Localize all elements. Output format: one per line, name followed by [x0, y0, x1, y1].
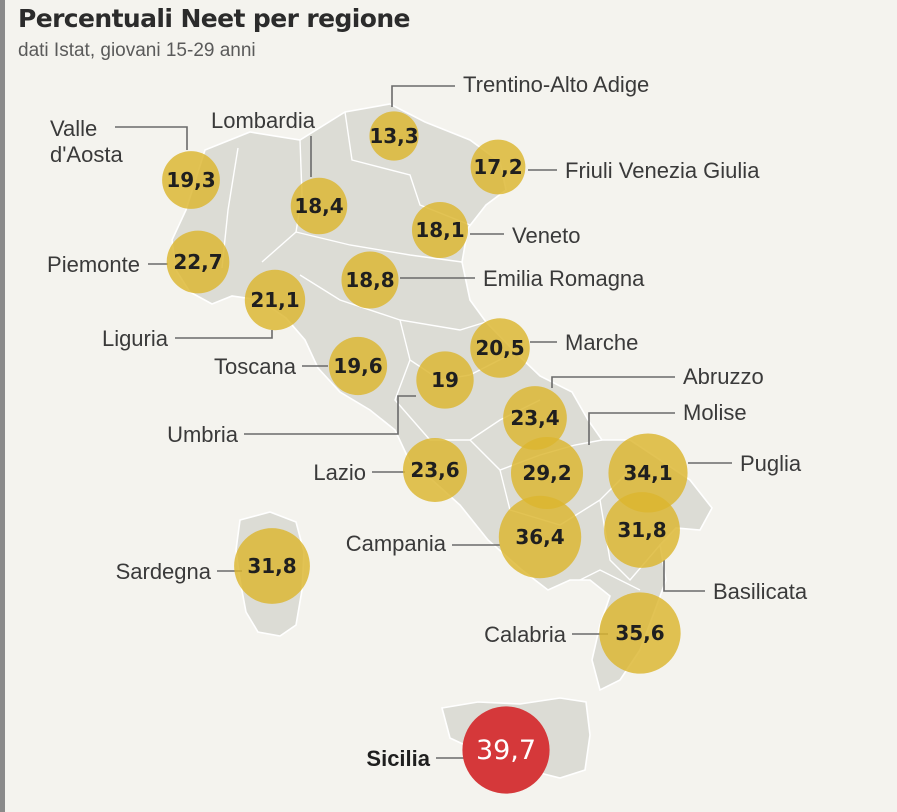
value-label-molise: 29,2: [522, 461, 571, 485]
leader-line-basilicata: [663, 560, 705, 592]
value-label-marche: 20,5: [475, 336, 524, 360]
bubble-friuli-venezia-giulia: [470, 139, 526, 195]
value-label-emilia-romagna: 18,8: [345, 268, 394, 292]
leader-line-abruzzo: [551, 376, 675, 388]
region-label-puglia: Puglia: [740, 451, 802, 476]
bubble-liguria: [244, 269, 306, 331]
bubble-sicilia: [462, 706, 550, 794]
region-label-layer: Valle d'Aosta Lombardia Trentino-Alto Adige…: [47, 72, 808, 771]
region-label-liguria: Liguria: [102, 326, 169, 351]
bubble-campania: [498, 495, 582, 579]
bubble-sardegna: [234, 528, 310, 604]
leader-lines: [115, 85, 732, 759]
value-label-valle-d-aosta: 19,3: [166, 168, 215, 192]
leader-line-liguria: [175, 330, 273, 339]
leader-line-valle-d-aosta: [115, 126, 188, 150]
value-label-puglia: 34,1: [623, 461, 672, 485]
region-label-sicilia: Sicilia: [366, 746, 430, 771]
value-label-sardegna: 31,8: [247, 554, 296, 578]
left-edge-bar: [0, 0, 5, 812]
leader-line-umbria: [244, 395, 416, 435]
bubble-umbria: [416, 351, 474, 409]
value-label-campania: 36,4: [515, 525, 564, 549]
region-label-calabria: Calabria: [484, 622, 567, 647]
region-label-marche: Marche: [565, 330, 638, 355]
region-label-friuli-venezia-giulia: Friuli Venezia Giulia: [565, 158, 760, 183]
region-label-piemonte: Piemonte: [47, 252, 140, 277]
region-label-trentino-alto-adige: Trentino-Alto Adige: [463, 72, 649, 97]
bubble-piemonte: [166, 230, 230, 294]
region-label-campania: Campania: [346, 531, 447, 556]
bubble-marche: [470, 318, 530, 378]
value-label-umbria: 19: [431, 368, 459, 392]
bubble-calabria: [599, 592, 681, 674]
value-label-liguria: 21,1: [250, 288, 299, 312]
bubble-puglia: [608, 433, 688, 513]
page-subtitle: dati Istat, giovani 15-29 anni: [18, 40, 256, 61]
bubble-abruzzo: [503, 386, 567, 450]
bubble-emilia-romagna: [341, 251, 399, 309]
region-label-abruzzo: Abruzzo: [683, 364, 764, 389]
region-label-lazio: Lazio: [313, 460, 366, 485]
region-label-valle-d-aosta: Valle d'Aosta: [50, 116, 123, 167]
bubble-layer: 19,3 18,4 13,3 17,2 18,1 22,7 18,8 21,1 20,5 19,6…: [162, 111, 688, 794]
region-label-sardegna: Sardegna: [116, 559, 212, 584]
value-label-lazio: 23,6: [410, 458, 459, 482]
bubble-valle-d-aosta: [162, 151, 220, 209]
bubble-toscana: [328, 336, 388, 396]
value-label-basilicata: 31,8: [617, 518, 666, 542]
leader-line-trentino-alto-adige: [391, 85, 455, 107]
value-label-abruzzo: 23,4: [510, 406, 559, 430]
region-label-lombardia: Lombardia: [211, 108, 316, 133]
value-label-trentino-alto-adige: 13,3: [369, 124, 418, 148]
region-label-umbria: Umbria: [167, 422, 239, 447]
value-label-lombardia: 18,4: [294, 194, 343, 218]
leader-line-molise: [588, 412, 675, 445]
bubble-lazio: [403, 438, 467, 502]
bubble-trentino-alto-adige: [369, 111, 419, 161]
page-title: Percentuali Neet per regione: [18, 4, 411, 33]
bubble-molise: [510, 436, 584, 510]
value-label-toscana: 19,6: [333, 354, 382, 378]
value-label-veneto: 18,1: [415, 218, 464, 242]
bubble-basilicata: [604, 492, 680, 568]
bubble-lombardia: [290, 177, 348, 235]
region-label-toscana: Toscana: [214, 354, 297, 379]
value-label-calabria: 35,6: [615, 621, 664, 645]
region-label-veneto: Veneto: [512, 223, 581, 248]
value-label-piemonte: 22,7: [173, 250, 222, 274]
region-label-molise: Molise: [683, 400, 747, 425]
region-label-emilia-romagna: Emilia Romagna: [483, 266, 645, 291]
value-label-friuli-venezia-giulia: 17,2: [473, 155, 522, 179]
value-label-sicilia: 39,7: [476, 735, 536, 766]
region-label-basilicata: Basilicata: [713, 579, 808, 604]
bubble-veneto: [411, 201, 469, 259]
